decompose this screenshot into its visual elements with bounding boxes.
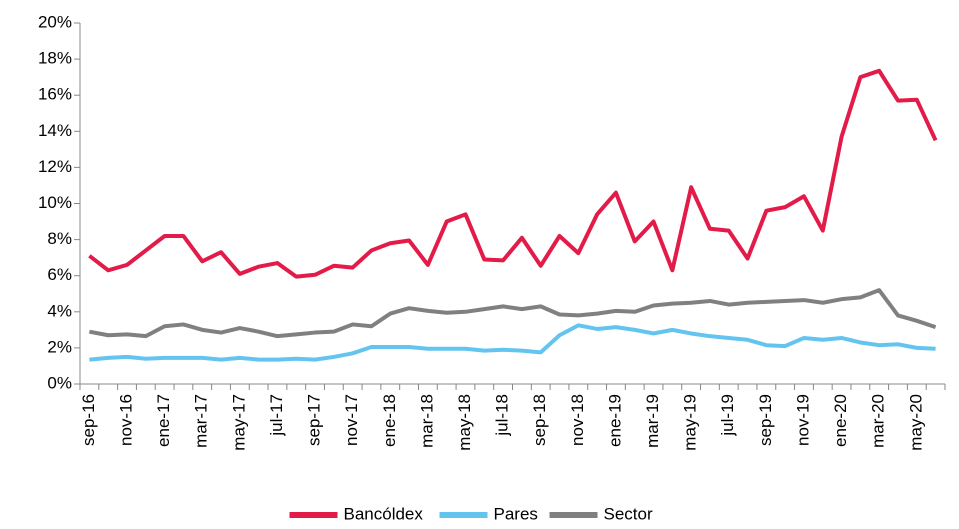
series-line — [89, 323, 936, 362]
x-tick-label: mar-17 — [192, 394, 211, 448]
y-tick-label: 6% — [47, 265, 72, 284]
x-tick-label: nov-16 — [116, 394, 135, 446]
x-tick-label: ene-20 — [831, 394, 850, 447]
x-tick-label: mar-20 — [869, 394, 888, 448]
x-tick-label: may-18 — [455, 394, 474, 451]
x-tick-label: ene-19 — [605, 394, 624, 447]
x-tick-label: sep-18 — [530, 394, 549, 446]
x-tick-label: may-20 — [906, 394, 925, 451]
x-tick-label: nov-19 — [793, 394, 812, 446]
legend-label: Pares — [494, 504, 538, 523]
x-tick-label: mar-19 — [643, 394, 662, 448]
x-tick-label: may-17 — [229, 394, 248, 451]
x-tick-label: ene-17 — [154, 394, 173, 447]
y-tick-label: 16% — [38, 85, 72, 104]
x-tick-label: sep-19 — [756, 394, 775, 446]
x-tick-label: nov-18 — [568, 394, 587, 446]
x-tick-label: may-19 — [681, 394, 700, 451]
y-tick-label: 14% — [38, 121, 72, 140]
y-tick-label: 2% — [47, 337, 72, 356]
y-tick-label: 18% — [38, 49, 72, 68]
y-tick-label: 10% — [38, 193, 72, 212]
y-tick-label: 8% — [47, 229, 72, 248]
legend-label: Sector — [604, 504, 653, 523]
x-tick-label: jul-18 — [493, 394, 512, 437]
x-tick-label: jul-19 — [718, 394, 737, 437]
series-line — [89, 288, 937, 339]
series-line — [88, 68, 938, 279]
y-tick-label: 0% — [47, 373, 72, 392]
x-tick-label: ene-18 — [380, 394, 399, 447]
x-tick-label: mar-18 — [417, 394, 436, 448]
y-tick-label: 12% — [38, 157, 72, 176]
y-tick-label: 20% — [38, 12, 72, 31]
y-tick-label: 4% — [47, 301, 72, 320]
x-tick-label: sep-17 — [305, 394, 324, 446]
x-tick-label: jul-17 — [267, 394, 286, 437]
legend-label: Bancóldex — [344, 504, 424, 523]
x-tick-label: nov-17 — [342, 394, 361, 446]
x-tick-label: sep-16 — [79, 394, 98, 446]
